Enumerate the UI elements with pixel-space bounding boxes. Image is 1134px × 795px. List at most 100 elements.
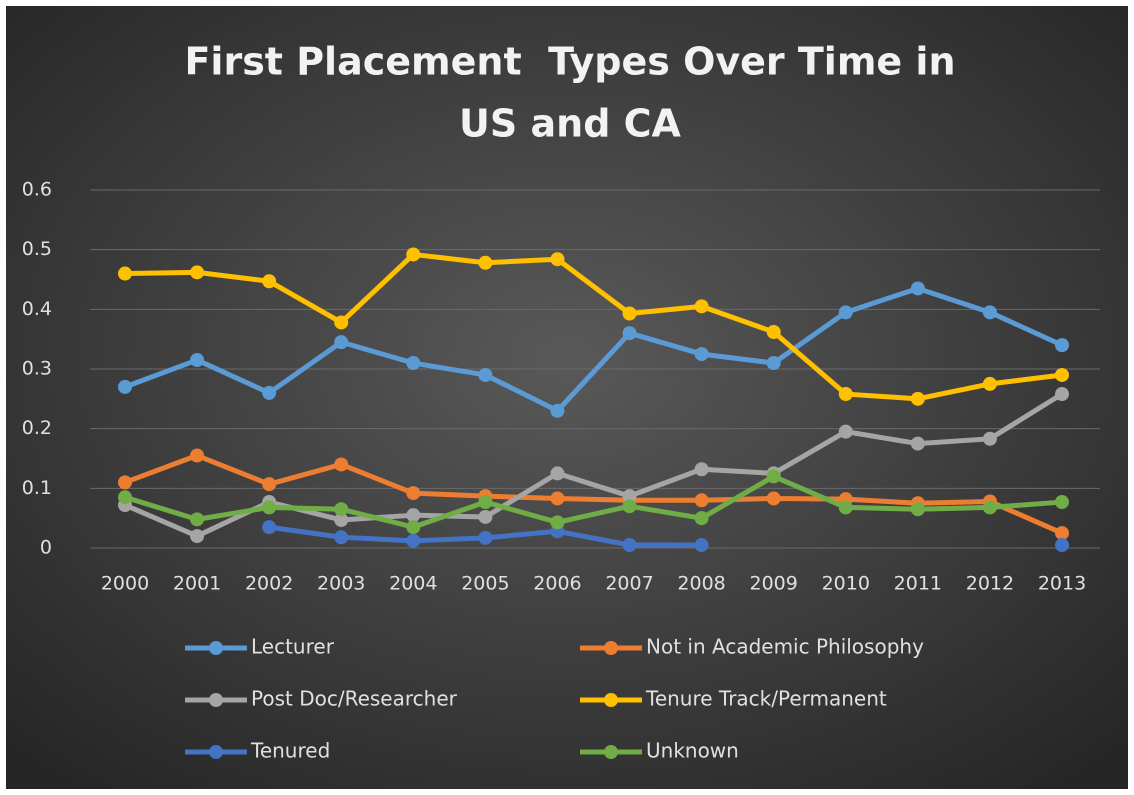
x-tick-label: 2005	[461, 573, 509, 595]
x-tick-label: 2003	[317, 573, 365, 595]
data-point	[694, 493, 709, 508]
data-point	[550, 515, 565, 530]
data-point	[478, 495, 493, 510]
data-point	[334, 457, 349, 472]
data-point	[334, 512, 349, 527]
data-point	[550, 252, 565, 267]
legend-marker	[209, 693, 223, 707]
data-point	[910, 502, 925, 517]
data-point	[694, 347, 709, 362]
data-point	[982, 431, 997, 446]
chart-title: US and CA	[459, 102, 681, 146]
data-point	[838, 305, 853, 320]
data-point	[838, 387, 853, 402]
data-point	[622, 326, 637, 341]
data-point	[694, 538, 709, 553]
legend-marker	[604, 693, 618, 707]
data-point	[982, 305, 997, 320]
data-point	[766, 356, 781, 371]
y-tick-label: 0.5	[22, 238, 52, 260]
data-point	[838, 500, 853, 515]
y-tick-label: 0.2	[22, 417, 52, 439]
series-line	[124, 473, 1063, 530]
series-line	[124, 285, 1064, 414]
data-point	[1055, 338, 1069, 353]
x-tick-label: 2006	[533, 573, 581, 595]
data-point	[478, 255, 493, 270]
data-point	[550, 403, 565, 418]
data-point	[622, 489, 637, 504]
data-point	[622, 499, 637, 514]
x-tick-label: 2013	[1038, 573, 1086, 595]
data-point	[190, 353, 205, 368]
data-point	[766, 469, 781, 484]
data-point	[406, 533, 421, 548]
data-point	[118, 266, 132, 281]
legend-label: Not in Academic Philosophy	[646, 635, 924, 659]
legend-label: Lecturer	[251, 635, 335, 659]
y-tick-label: 0.6	[22, 179, 52, 201]
x-tick-label: 2008	[677, 573, 725, 595]
x-tick-label: 2007	[605, 573, 653, 595]
legend-marker	[604, 745, 618, 759]
data-point	[190, 448, 205, 463]
legend-label: Tenure Track/Permanent	[645, 687, 887, 711]
data-point	[1055, 538, 1069, 553]
data-point	[262, 520, 277, 535]
data-point	[118, 490, 132, 505]
y-tick-label: 0.1	[22, 477, 52, 499]
data-point	[550, 491, 565, 506]
data-point	[910, 436, 925, 451]
data-point	[478, 367, 493, 382]
data-point	[190, 512, 205, 527]
series-line	[124, 453, 1064, 536]
data-point	[766, 325, 781, 340]
data-point	[406, 508, 421, 523]
data-point	[334, 315, 349, 330]
data-point	[118, 475, 132, 490]
series-line	[124, 391, 1064, 539]
x-tick-label: 2012	[966, 573, 1014, 595]
data-point	[118, 379, 132, 394]
data-point	[1055, 495, 1069, 510]
legend-label: Post Doc/Researcher	[251, 687, 458, 711]
data-point	[550, 466, 565, 481]
data-point	[406, 486, 421, 501]
data-point	[406, 520, 421, 535]
chart-title: First Placement Types Over Time in	[184, 40, 955, 84]
x-tick-label: 2010	[822, 573, 870, 595]
data-point	[1055, 387, 1069, 402]
data-point	[622, 306, 637, 321]
x-tick-label: 2002	[245, 573, 293, 595]
data-point	[1055, 526, 1069, 541]
legend-label: Unknown	[646, 739, 739, 763]
data-point	[262, 274, 277, 289]
series-line	[124, 251, 1063, 402]
legend-marker	[209, 745, 223, 759]
x-tick-label: 2000	[101, 573, 149, 595]
data-point	[910, 391, 925, 406]
x-tick-label: 2001	[173, 573, 221, 595]
data-point	[1055, 367, 1069, 382]
data-point	[694, 462, 709, 477]
data-point	[262, 477, 277, 492]
x-tick-label: 2004	[389, 573, 437, 595]
data-point	[334, 502, 349, 517]
data-point	[190, 265, 205, 280]
data-point	[190, 529, 205, 544]
data-point	[262, 500, 277, 515]
data-point	[694, 299, 709, 314]
data-point	[478, 530, 493, 545]
data-point	[838, 424, 853, 439]
legend-label: Tenured	[250, 739, 330, 763]
legend-marker	[209, 641, 223, 655]
data-point	[334, 530, 349, 545]
y-tick-label: 0.4	[22, 298, 52, 320]
legend-marker	[604, 641, 618, 655]
data-point	[982, 500, 997, 515]
x-tick-label: 2011	[894, 573, 942, 595]
data-point	[478, 509, 493, 524]
data-point	[262, 385, 277, 400]
data-point	[982, 376, 997, 391]
